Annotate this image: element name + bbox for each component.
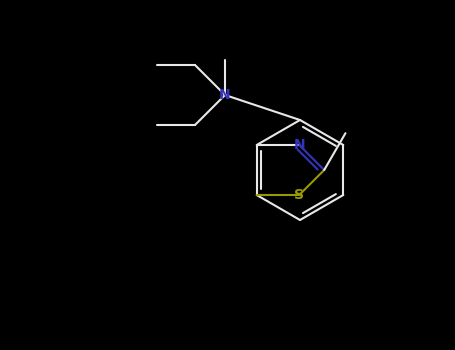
Text: S: S xyxy=(294,188,304,202)
Text: N: N xyxy=(219,88,231,102)
Text: N: N xyxy=(293,138,305,152)
